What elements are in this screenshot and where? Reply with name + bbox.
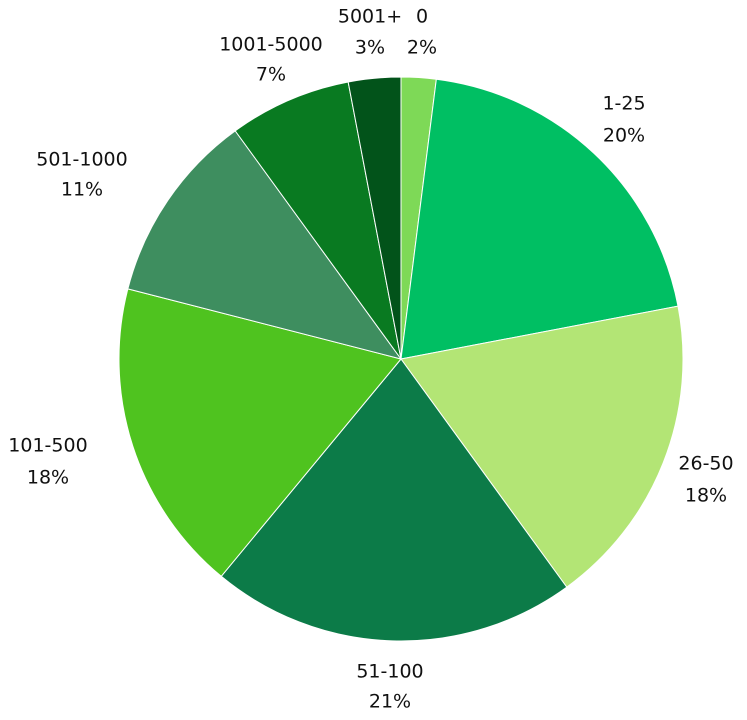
slice-value-label: 3% <box>355 37 385 59</box>
slice-value-label: 20% <box>603 125 645 147</box>
slice-value-label: 11% <box>61 179 103 201</box>
slice-value-label: 18% <box>27 467 69 489</box>
slice-label: 5001+ <box>338 6 402 28</box>
slice-label: 26-50 <box>678 453 733 475</box>
pie-slice-501-1000 <box>127 130 403 360</box>
slices-layer <box>118 76 684 642</box>
slice-label: 51-100 <box>356 661 423 683</box>
slice-label: 0 <box>416 6 428 28</box>
pie-slice-1-25 <box>400 78 679 360</box>
pie-slice-1001-5000 <box>234 81 402 360</box>
slice-value-label: 21% <box>369 691 411 713</box>
pie-slice-101-500 <box>118 288 402 577</box>
slice-value-label: 2% <box>407 37 437 59</box>
pie-slice-5001 <box>347 76 402 360</box>
slice-value-label: 18% <box>685 485 727 507</box>
labels-layer: 0 2% 1-25 20% 26-50 18% 51-100 21% 101-500 18% 501… <box>8 6 733 713</box>
slice-value-label: 7% <box>256 64 286 86</box>
slice-label: 101-500 <box>8 435 87 457</box>
slice-label: 501-1000 <box>36 149 127 171</box>
pie-slice-51-100 <box>220 358 568 642</box>
slice-label: 1001-5000 <box>219 34 323 56</box>
pie-slice-26-50 <box>400 305 684 588</box>
slice-label: 1-25 <box>602 93 645 115</box>
